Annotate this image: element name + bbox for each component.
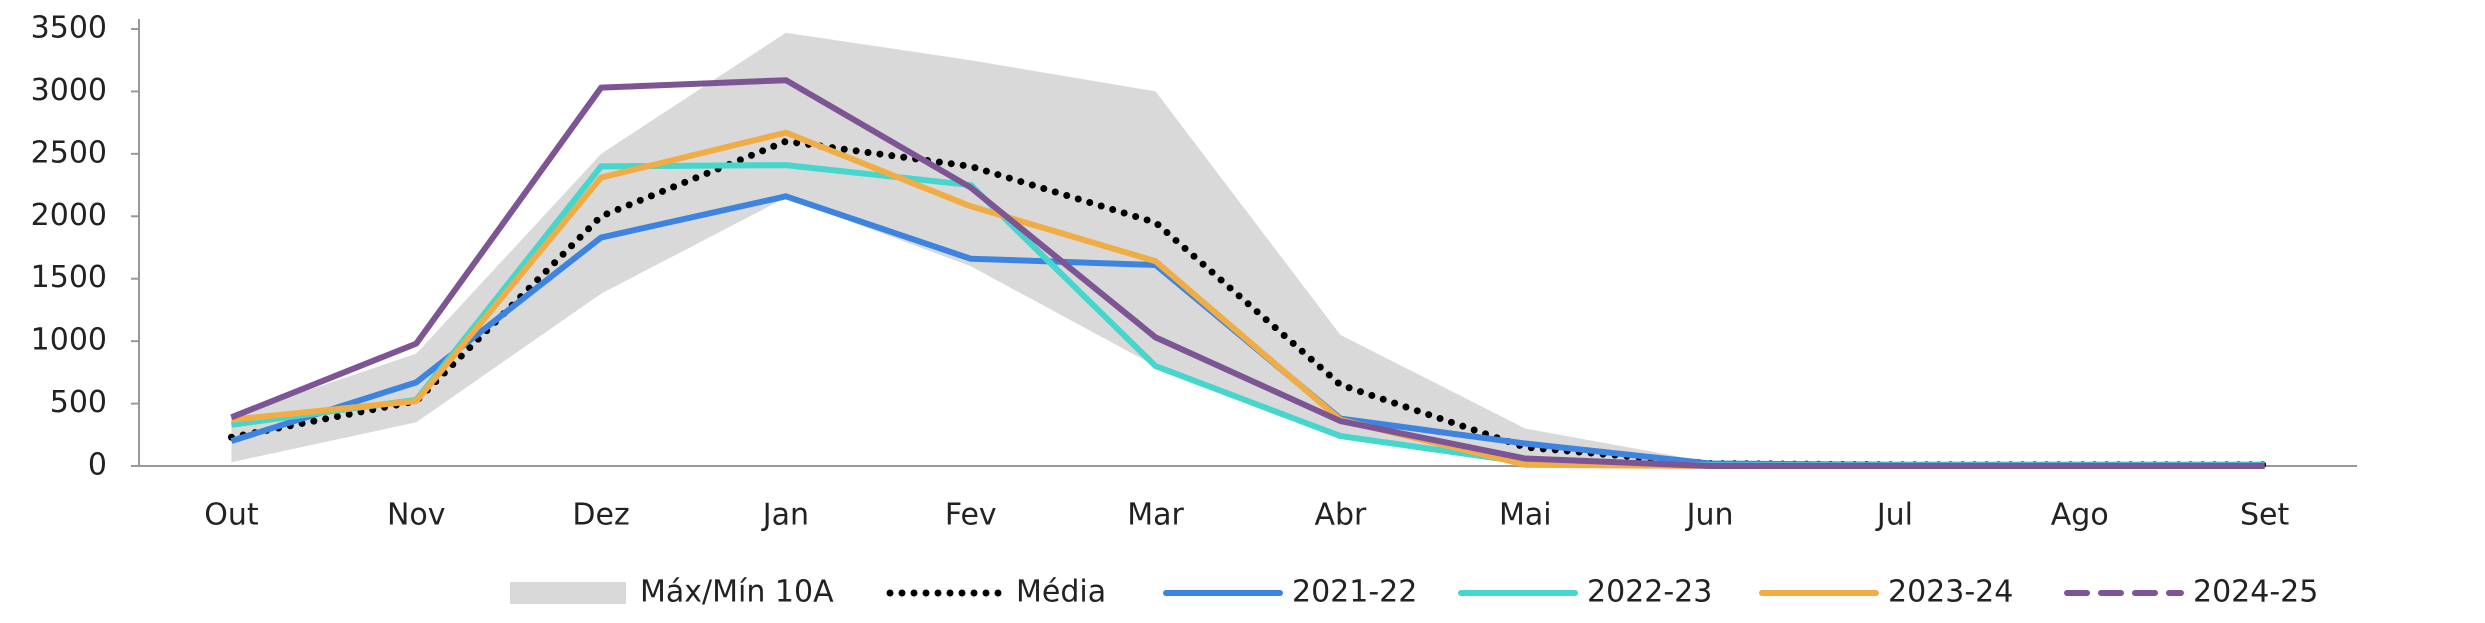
x-tick-label: Jul <box>1875 498 1913 533</box>
legend-label: 2022-23 <box>1587 575 1712 610</box>
y-tick-label: 2000 <box>31 198 107 233</box>
x-tick-label: Abr <box>1314 498 1367 533</box>
y-tick-label: 0 <box>88 448 107 483</box>
x-tick-label: Mar <box>1127 498 1184 533</box>
y-tick-label: 1000 <box>31 323 107 358</box>
legend-label: 2021-22 <box>1292 575 1417 610</box>
legend-label: 2024-25 <box>2193 575 2318 610</box>
y-tick-label: 3000 <box>31 73 107 108</box>
x-tick-label: Fev <box>945 498 997 533</box>
series-line <box>230 77 2265 469</box>
legend-swatch <box>510 582 626 604</box>
x-tick-label: Set <box>2240 498 2290 533</box>
x-tick-label: Ago <box>2051 498 2109 533</box>
y-tick-label: 1500 <box>31 260 107 295</box>
x-tick-label: Nov <box>387 498 446 533</box>
y-tick-label: 3500 <box>31 11 107 46</box>
y-tick-label: 500 <box>50 385 107 420</box>
x-tick-label: Jun <box>1685 498 1734 533</box>
x-tick-label: Jan <box>761 498 809 533</box>
y-tick-label: 2500 <box>31 135 107 170</box>
x-tick-label: Mai <box>1499 498 1552 533</box>
legend-label: Máx/Mín 10A <box>640 575 834 610</box>
x-tick-label: Out <box>204 498 259 533</box>
x-tick-label: Dez <box>572 498 629 533</box>
legend-label: Média <box>1016 575 1106 610</box>
legend-label: 2023-24 <box>1888 575 2013 610</box>
